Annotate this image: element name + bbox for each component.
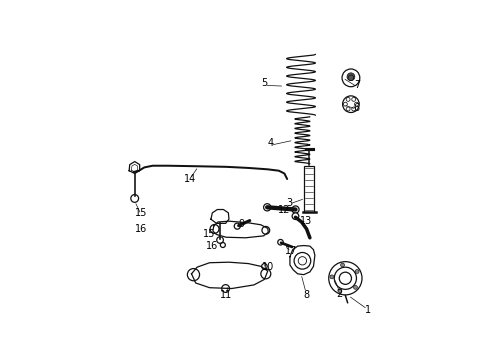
Text: 1: 1 [365,305,370,315]
Polygon shape [290,246,315,275]
Text: 15: 15 [135,208,147,218]
Text: 2: 2 [337,289,343,299]
Text: 10: 10 [262,262,274,272]
Text: 16: 16 [206,241,218,251]
Text: 15: 15 [203,229,215,239]
Text: 13: 13 [300,216,313,226]
Text: 17: 17 [285,246,297,256]
Text: 5: 5 [261,78,268,89]
Circle shape [338,289,342,293]
Text: 3: 3 [286,198,293,208]
Circle shape [292,206,299,213]
Circle shape [353,285,357,289]
Circle shape [278,239,283,245]
Text: 14: 14 [183,174,196,184]
Text: 7: 7 [354,80,360,90]
Text: 9: 9 [238,219,245,229]
Text: 11: 11 [220,290,232,300]
Circle shape [341,263,344,267]
Circle shape [264,204,271,211]
Polygon shape [211,210,229,223]
Text: 12: 12 [278,205,290,215]
Text: 16: 16 [135,224,147,234]
Polygon shape [192,262,268,288]
Circle shape [347,73,355,81]
Bar [304,166,314,212]
Polygon shape [213,221,269,238]
Text: 8: 8 [303,290,309,300]
Text: 4: 4 [268,138,273,148]
Circle shape [355,270,359,273]
Circle shape [292,213,299,220]
Text: 6: 6 [353,103,360,113]
Circle shape [330,275,334,279]
Polygon shape [129,162,140,174]
